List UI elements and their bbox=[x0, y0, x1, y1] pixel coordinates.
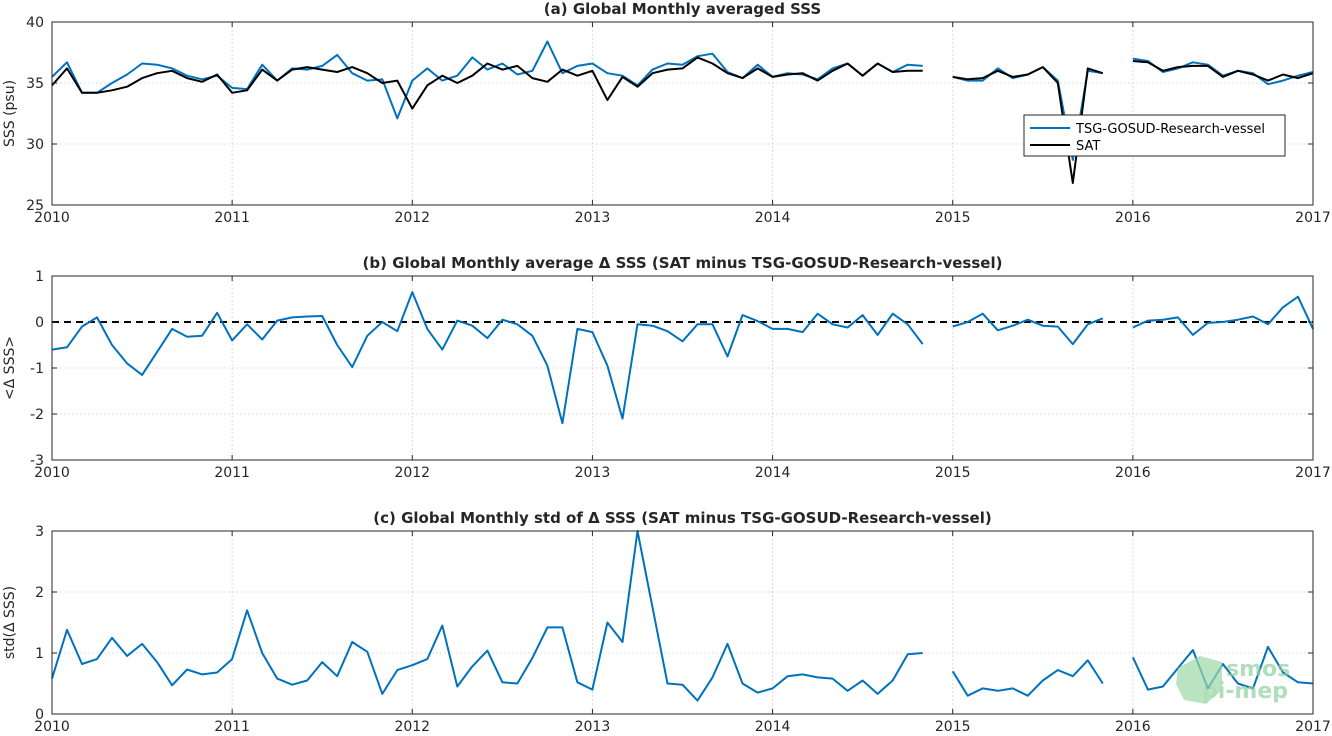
x-tick-label: 2011 bbox=[214, 210, 250, 226]
watermark-text-line2: pi-mep bbox=[1202, 679, 1288, 704]
y-tick-label: 1 bbox=[35, 269, 44, 285]
y-axis-label: <Δ SSS> bbox=[2, 336, 18, 400]
chart-title: (a) Global Monthly averaged SSS bbox=[544, 0, 821, 18]
x-tick-label: 2013 bbox=[575, 465, 611, 481]
plot-area bbox=[52, 276, 1313, 460]
series-line-tsg bbox=[1131, 645, 1314, 691]
y-tick-label: 3 bbox=[35, 524, 44, 540]
x-tick-label: 2017 bbox=[1295, 719, 1331, 735]
series-line-sat bbox=[51, 56, 923, 110]
x-tick-label: 2015 bbox=[935, 465, 971, 481]
x-tick-label: 2012 bbox=[394, 210, 430, 226]
legend-box bbox=[1023, 114, 1286, 157]
y-tick-label: 1 bbox=[35, 646, 44, 662]
x-tick-label: 2015 bbox=[935, 210, 971, 226]
x-tick-label: 2013 bbox=[575, 210, 611, 226]
panel-c: 2010 2011 2012 2013 2014 2015 2016 2017 0 1 2 3 (c) … bbox=[2, 509, 1331, 735]
plot-area bbox=[52, 22, 1313, 205]
x-tick-label: 2010 bbox=[34, 719, 70, 735]
panel-a: 2010 2011 2012 2013 2014 2015 2016 2017 25 30 35 40… bbox=[2, 0, 1331, 226]
axes-frame bbox=[51, 21, 1314, 206]
chart-title: (b) Global Monthly average Δ SSS (SAT mi… bbox=[363, 254, 1003, 272]
y-tick-label: 0 bbox=[35, 315, 44, 331]
y-tick-label: 2 bbox=[35, 585, 44, 601]
x-tick-label: 2011 bbox=[214, 719, 250, 735]
x-tick-label: 2016 bbox=[1115, 719, 1151, 735]
x-tick-label: 2012 bbox=[394, 465, 430, 481]
x-tick-label: 2014 bbox=[755, 465, 791, 481]
y-axis-label: std(Δ SSS) bbox=[2, 586, 18, 659]
y-tick-label: 35 bbox=[26, 76, 44, 92]
legend: TSG-GOSUD-Research-vessel SAT bbox=[1023, 114, 1286, 157]
watermark-text-line1: smos bbox=[1226, 657, 1290, 682]
y-axis-label: SSS (psu) bbox=[2, 80, 18, 147]
x-tick-label: 2017 bbox=[1295, 465, 1331, 481]
series-line-tsg bbox=[1132, 295, 1314, 336]
plot-area bbox=[52, 531, 1313, 714]
y-tick-label: 30 bbox=[26, 137, 44, 153]
x-tick-label: 2017 bbox=[1295, 210, 1331, 226]
x-tick-label: 2011 bbox=[214, 465, 250, 481]
series-line-tsg bbox=[952, 312, 1104, 346]
axes-frame bbox=[51, 530, 1314, 715]
x-tick-label: 2012 bbox=[394, 719, 430, 735]
series-line-tsg bbox=[951, 659, 1104, 697]
watermark-logo-shape bbox=[1176, 656, 1222, 704]
legend-label: SAT bbox=[1076, 139, 1100, 154]
y-tick-label: -2 bbox=[30, 407, 44, 423]
series-line-sat bbox=[1132, 60, 1314, 82]
x-tick-label: 2015 bbox=[935, 719, 971, 735]
y-tick-label: 40 bbox=[26, 15, 44, 31]
x-tick-label: 2016 bbox=[1115, 465, 1151, 481]
y-tick-label: -3 bbox=[30, 453, 44, 469]
y-tick-label: 0 bbox=[35, 707, 44, 723]
x-tick-label: 2014 bbox=[755, 719, 791, 735]
x-tick-label: 2010 bbox=[34, 465, 70, 481]
x-tick-label: 2010 bbox=[34, 210, 70, 226]
panel-b: 2010 2011 2012 2013 2014 2015 2016 2017 -3 -2 -1 0 1… bbox=[2, 254, 1331, 481]
chart-title: (c) Global Monthly std of Δ SSS (SAT min… bbox=[373, 509, 991, 527]
x-tick-label: 2014 bbox=[755, 210, 791, 226]
series-line-tsg bbox=[51, 291, 924, 425]
x-tick-label: 2016 bbox=[1115, 210, 1151, 226]
series-line-tsg bbox=[51, 530, 923, 702]
x-tick-label: 2013 bbox=[575, 719, 611, 735]
y-tick-label: 25 bbox=[26, 198, 44, 214]
y-tick-label: -1 bbox=[30, 361, 44, 377]
legend-label: TSG-GOSUD-Research-vessel bbox=[1075, 122, 1265, 137]
